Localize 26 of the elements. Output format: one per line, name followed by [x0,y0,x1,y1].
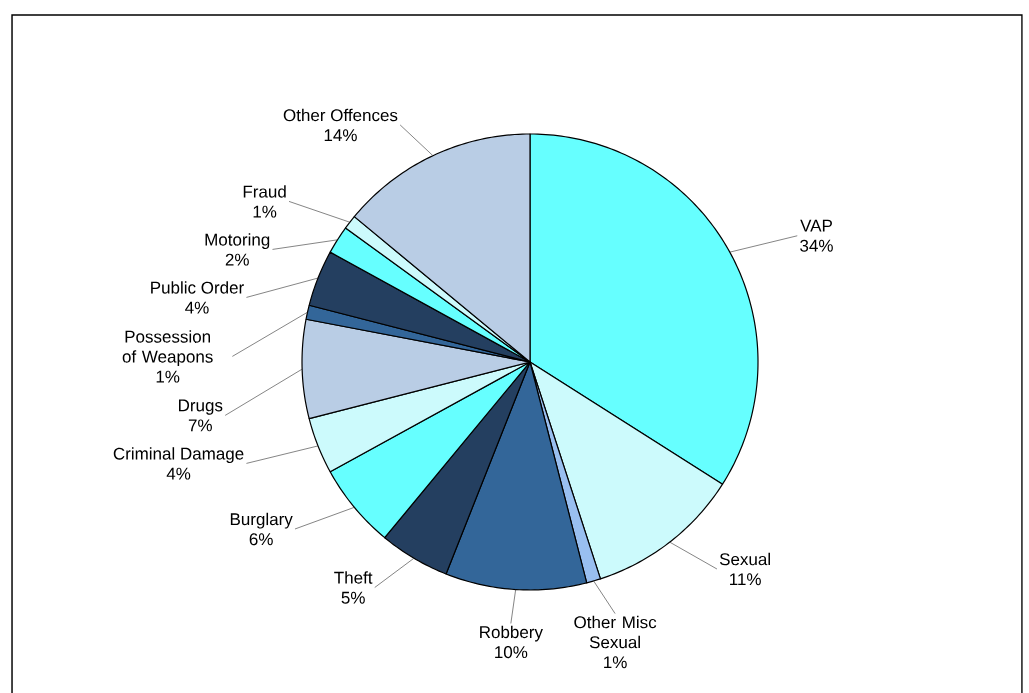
data-label: 1% [253,205,277,218]
slice-label: Theft [334,571,373,584]
data-label: 10% [495,646,528,659]
data-label: 4% [166,467,191,480]
data-label: 2% [225,253,249,266]
slice-label: VAP [800,219,832,232]
slice-label: Possession of Weapons [122,330,213,367]
data-label: 34% [800,239,833,252]
slice-label: Criminal Damage [113,447,244,464]
slice-label: Drugs [179,399,223,415]
slice-label: Burglary [230,512,293,529]
slice-label: Motoring [205,233,270,250]
data-label: 4% [185,301,209,314]
data-label: 14% [324,129,357,142]
slice-label: Other Misc Sexual [574,615,657,649]
data-label: 6% [249,533,273,546]
data-label: 7% [188,419,212,432]
slice-label: Robbery [480,625,543,642]
data-label: 1% [156,370,180,383]
data-label: 1% [604,656,627,669]
slice-label: Fraud [243,185,286,198]
slice-label: Other Offences [283,108,398,122]
data-label: 5% [341,591,365,604]
data-label: 11% [730,573,761,586]
slice-label: Sexual [719,552,770,566]
slice-label: Public Order [151,281,244,294]
